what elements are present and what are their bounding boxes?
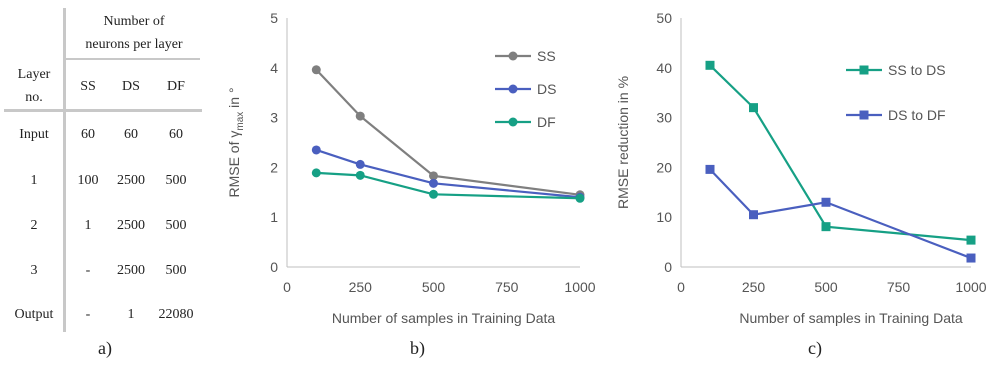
column-header-ss: SS	[80, 79, 96, 94]
data-point	[749, 103, 758, 113]
x-axis-label: Number of samples in Training Data	[332, 310, 556, 326]
table-horizontal-rule	[66, 58, 200, 60]
data-point	[429, 189, 438, 199]
rmse-chart: 0 1 2 3 4 5 0 250 500 750 1000 Number of samples in…	[226, 10, 596, 326]
table-cell-ss: 60	[81, 127, 95, 142]
legend-marker	[508, 117, 518, 127]
data-point	[429, 178, 438, 188]
legend-label: DF	[537, 114, 556, 130]
data-point	[355, 170, 365, 180]
table-cell-df: 60	[169, 127, 183, 142]
y-tick-label: 3	[270, 110, 278, 126]
y-axis-label: RMSE reduction in %	[615, 76, 631, 209]
table-row-layer: 1	[30, 173, 38, 188]
x-tick-label: 0	[283, 279, 291, 295]
x-tick-label: 250	[742, 279, 766, 295]
table-cell-df: 500	[165, 263, 187, 278]
y-tick-label: 0	[664, 259, 672, 275]
data-point	[966, 253, 976, 263]
y-tick-label: 30	[656, 110, 672, 126]
legend-label: SS	[537, 48, 556, 64]
column-header-ds: DS	[122, 79, 140, 94]
y-tick-label: 2	[270, 159, 278, 175]
y-tick-label: 4	[270, 60, 278, 76]
table-cell-ds: 60	[124, 127, 138, 142]
panel-c-caption: c)	[808, 338, 822, 358]
table-row-layer: 2	[30, 218, 38, 233]
panel-b-caption: b)	[410, 338, 425, 358]
series-line-ss-to-ds	[709, 64, 972, 242]
data-point	[355, 111, 365, 121]
table-cell-ss: 1	[84, 218, 92, 233]
table-header-top: Number of	[103, 14, 165, 29]
panel-a-caption: a)	[98, 338, 112, 358]
table-row-layer: 3	[30, 263, 38, 278]
data-point	[749, 210, 758, 220]
x-axis-label: Number of samples in Training Data	[739, 310, 963, 326]
layer-table: Number of neurons per layer Layer no. SS…	[0, 0, 215, 370]
data-point	[355, 159, 365, 169]
y-tick-label: 10	[656, 209, 672, 225]
table-cell-ds: 1	[127, 307, 135, 322]
table-vertical-rule	[63, 8, 66, 332]
legend-marker	[859, 110, 869, 120]
legend-label: DS to DF	[888, 107, 946, 123]
data-point	[966, 235, 976, 245]
table-row-layer: Output	[14, 307, 54, 322]
series-line-ss	[315, 69, 581, 196]
x-tick-label: 750	[495, 279, 519, 295]
column-header-df: DF	[167, 79, 185, 94]
x-tick-label: 1000	[564, 279, 595, 295]
table-cell-df: 500	[165, 173, 187, 188]
layer-header: Layer	[17, 67, 51, 82]
table-cell-ss: -	[85, 307, 91, 322]
data-point	[429, 171, 438, 181]
y-tick-label: 40	[656, 60, 672, 76]
series-line-ds-to-df	[709, 168, 972, 260]
legend-marker	[508, 84, 518, 94]
data-point	[821, 197, 831, 207]
x-tick-label: 750	[887, 279, 911, 295]
table-cell-ds: 2500	[117, 263, 145, 278]
table-cell-ds: 2500	[117, 173, 145, 188]
x-tick-label: 1000	[955, 279, 986, 295]
series-line-ds	[315, 148, 581, 199]
table-cell-ss: -	[85, 263, 91, 278]
legend-label: SS to DS	[888, 62, 946, 78]
series-line-df	[316, 171, 581, 200]
data-point	[705, 164, 715, 174]
table-cell-ss: 100	[77, 173, 99, 188]
layer-header: no.	[25, 90, 43, 105]
legend-marker	[508, 51, 518, 61]
y-tick-label: 0	[270, 259, 278, 275]
x-tick-label: 250	[349, 279, 373, 295]
legend-label: DS	[537, 81, 556, 97]
table-header-top: neurons per layer	[85, 37, 183, 52]
y-axis-label: RMSE of γmax in °	[226, 87, 246, 197]
data-point	[821, 222, 831, 232]
legend-marker	[859, 65, 869, 75]
data-point	[311, 65, 321, 75]
y-tick-label: 1	[270, 209, 278, 225]
x-tick-label: 500	[422, 279, 446, 295]
table-row-layer: Input	[19, 127, 49, 142]
y-tick-label: 20	[656, 159, 672, 175]
data-point	[575, 193, 585, 203]
y-tick-label: 5	[270, 10, 278, 26]
table-cell-df: 500	[165, 218, 187, 233]
table-horizontal-rule	[4, 109, 202, 112]
x-tick-label: 0	[677, 279, 685, 295]
x-tick-label: 500	[814, 279, 838, 295]
table-cell-df: 22080	[158, 307, 194, 322]
data-point	[311, 168, 321, 178]
data-point	[705, 60, 715, 70]
table-cell-ds: 2500	[117, 218, 145, 233]
y-tick-label: 50	[656, 10, 672, 26]
data-point	[311, 145, 321, 155]
